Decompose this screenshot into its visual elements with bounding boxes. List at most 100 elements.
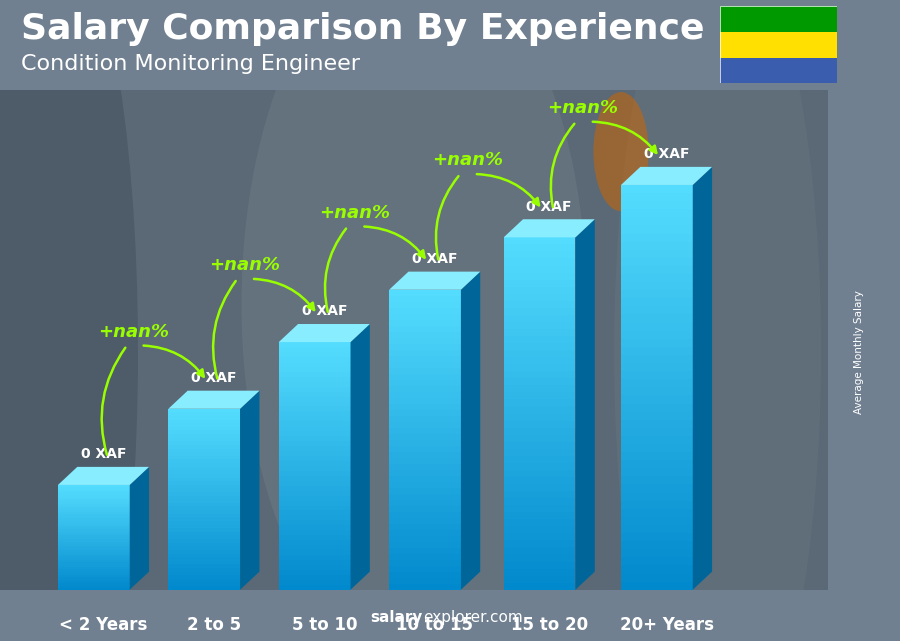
Polygon shape [279, 580, 350, 585]
Polygon shape [168, 586, 240, 590]
Polygon shape [621, 242, 693, 250]
Polygon shape [621, 233, 693, 242]
Text: salary: salary [371, 610, 423, 625]
Polygon shape [575, 219, 595, 590]
Polygon shape [58, 573, 130, 575]
Polygon shape [389, 313, 461, 320]
Text: < 2 Years: < 2 Years [59, 616, 148, 634]
Polygon shape [58, 558, 130, 560]
Polygon shape [389, 302, 461, 308]
Polygon shape [240, 390, 259, 590]
Polygon shape [279, 392, 350, 397]
Polygon shape [279, 501, 350, 506]
Polygon shape [168, 524, 240, 528]
Polygon shape [58, 487, 130, 489]
Polygon shape [168, 420, 240, 423]
Polygon shape [621, 379, 693, 387]
Bar [720, 6, 837, 32]
Polygon shape [168, 488, 240, 492]
Polygon shape [389, 374, 461, 379]
Polygon shape [504, 576, 575, 583]
Polygon shape [504, 470, 575, 477]
Polygon shape [389, 529, 461, 536]
Polygon shape [279, 446, 350, 451]
Polygon shape [504, 547, 575, 554]
Polygon shape [168, 442, 240, 445]
Polygon shape [389, 344, 461, 350]
Polygon shape [279, 466, 350, 471]
Polygon shape [168, 543, 240, 546]
Polygon shape [279, 575, 350, 580]
Polygon shape [389, 463, 461, 470]
Polygon shape [621, 193, 693, 201]
Polygon shape [621, 339, 693, 347]
Polygon shape [621, 469, 693, 476]
Polygon shape [279, 431, 350, 437]
Text: +nan%: +nan% [432, 151, 502, 169]
Polygon shape [504, 463, 575, 470]
Polygon shape [389, 512, 461, 518]
Polygon shape [504, 392, 575, 399]
Polygon shape [279, 540, 350, 545]
Polygon shape [58, 542, 130, 544]
Polygon shape [279, 387, 350, 392]
Polygon shape [58, 552, 130, 554]
Polygon shape [621, 549, 693, 557]
Polygon shape [168, 568, 240, 572]
Polygon shape [168, 445, 240, 449]
Polygon shape [621, 476, 693, 485]
Polygon shape [58, 577, 130, 579]
Polygon shape [168, 427, 240, 431]
Polygon shape [504, 371, 575, 378]
Polygon shape [504, 385, 575, 392]
Polygon shape [504, 294, 575, 301]
Polygon shape [504, 399, 575, 406]
Polygon shape [389, 542, 461, 547]
Polygon shape [58, 567, 130, 569]
Polygon shape [504, 413, 575, 420]
Polygon shape [389, 536, 461, 542]
Polygon shape [504, 336, 575, 343]
Polygon shape [504, 219, 595, 237]
Polygon shape [461, 272, 481, 590]
Polygon shape [389, 482, 461, 488]
Polygon shape [504, 364, 575, 371]
Ellipse shape [0, 0, 138, 641]
Polygon shape [504, 378, 575, 385]
Polygon shape [58, 556, 130, 558]
Ellipse shape [614, 0, 821, 641]
Polygon shape [58, 579, 130, 581]
Polygon shape [279, 550, 350, 555]
Polygon shape [168, 492, 240, 495]
Polygon shape [389, 578, 461, 584]
Polygon shape [621, 541, 693, 549]
Polygon shape [621, 209, 693, 217]
Polygon shape [279, 382, 350, 387]
Polygon shape [279, 421, 350, 426]
Polygon shape [350, 324, 370, 590]
Polygon shape [621, 322, 693, 331]
Polygon shape [504, 456, 575, 463]
Polygon shape [389, 506, 461, 512]
Polygon shape [58, 575, 130, 577]
Polygon shape [279, 352, 350, 357]
Polygon shape [279, 530, 350, 535]
Polygon shape [504, 540, 575, 547]
Polygon shape [58, 569, 130, 571]
Polygon shape [58, 495, 130, 497]
Polygon shape [504, 449, 575, 456]
Polygon shape [168, 539, 240, 543]
Polygon shape [621, 517, 693, 525]
Polygon shape [389, 547, 461, 554]
Polygon shape [621, 185, 693, 193]
Polygon shape [168, 550, 240, 554]
Polygon shape [621, 306, 693, 315]
Polygon shape [58, 504, 130, 506]
Polygon shape [168, 431, 240, 434]
Polygon shape [389, 434, 461, 440]
Polygon shape [389, 338, 461, 344]
Polygon shape [504, 279, 575, 287]
Polygon shape [279, 406, 350, 412]
Polygon shape [504, 512, 575, 519]
Polygon shape [621, 363, 693, 371]
